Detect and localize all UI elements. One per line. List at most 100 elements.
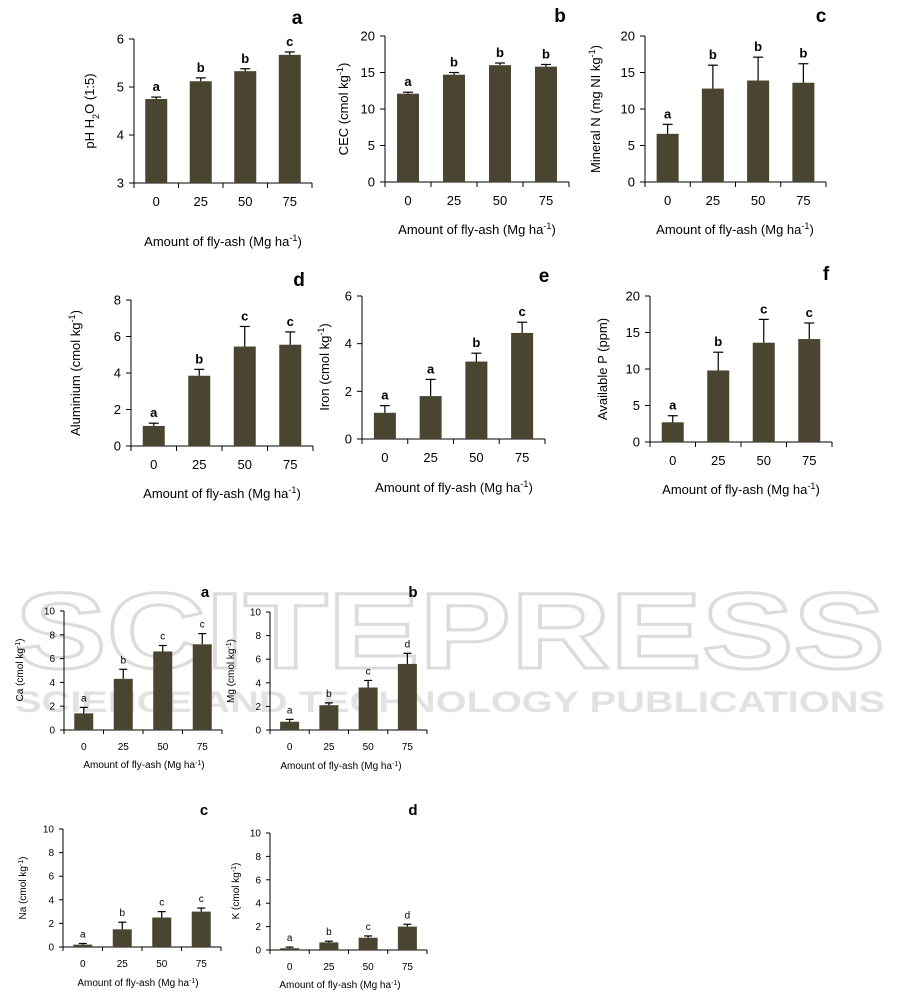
y-tick-label: 4 (255, 678, 261, 689)
y-tick-label: 15 (626, 325, 640, 340)
bar-50 (152, 917, 172, 947)
significance-letter: b (799, 46, 807, 61)
x-tick-label: 75 (402, 962, 414, 973)
significance-letter: b (326, 689, 332, 700)
y-tick-label: 10 (44, 607, 56, 618)
bar-0 (74, 713, 94, 730)
y-tick-label: 10 (250, 829, 262, 840)
y-tick-label: 2 (255, 922, 261, 933)
y-tick-label: 0 (368, 175, 375, 190)
y-tick-label: 10 (250, 608, 262, 619)
y-tick-label: 6 (345, 289, 352, 304)
x-tick-label: 25 (711, 453, 725, 468)
x-tick-label: 0 (153, 194, 160, 209)
x-tick-label: 25 (194, 194, 208, 209)
y-tick-label: 4 (48, 895, 54, 906)
bar-25 (319, 942, 339, 950)
x-tick-label: 75 (283, 457, 297, 472)
panel-letter: a (292, 8, 303, 29)
y-axis-title: CEC (cmol kg-1) (335, 63, 351, 156)
y-tick-label: 2 (48, 919, 54, 930)
y-axis-title: Ca (cmol kg-1) (15, 639, 27, 702)
bar-0 (661, 422, 684, 442)
panel-letter: d (293, 270, 305, 291)
y-tick-label: 0 (114, 439, 121, 454)
significance-letter: a (81, 693, 87, 704)
bar-25 (188, 375, 211, 446)
bar-50 (358, 937, 378, 950)
y-axis-title: Mineral N (mg NI kg-1) (587, 45, 603, 173)
significance-letter: a (150, 405, 158, 420)
significance-letter: b (119, 908, 125, 919)
y-tick-label: 6 (255, 875, 261, 886)
y-tick-label: 5 (633, 398, 640, 413)
significance-letter: a (287, 933, 293, 944)
bar-50 (358, 687, 378, 730)
x-axis-title: Amount of fly-ash (Mg ha-1) (279, 980, 400, 992)
significance-letter: d (405, 639, 411, 650)
y-tick-label: 6 (49, 654, 55, 665)
y-tick-label: 8 (49, 630, 55, 641)
x-tick-label: 50 (751, 193, 765, 208)
y-tick-label: 0 (255, 726, 261, 737)
y-tick-label: 4 (255, 899, 261, 910)
bar-75 (397, 663, 417, 730)
y-tick-label: 0 (48, 943, 54, 954)
x-tick-label: 25 (423, 450, 437, 465)
y-axis-title: Iron (cmol kg-1) (316, 323, 332, 411)
y-tick-label: 5 (628, 138, 635, 153)
panel-letter: c (816, 6, 827, 27)
x-tick-label: 0 (80, 959, 86, 970)
y-tick-label: 2 (49, 702, 55, 713)
bar-0 (397, 93, 419, 182)
bar-25 (707, 370, 730, 442)
significance-letter: a (427, 361, 435, 376)
chart-panel-8: 0 2 4 6 8 10 a 0 b 25 c 50 d 75 b Amount of fly-ash (Mg… (226, 584, 428, 772)
x-tick-label: 75 (796, 193, 810, 208)
significance-letter: b (120, 655, 126, 666)
x-tick-label: 50 (757, 453, 771, 468)
bar-50 (233, 346, 256, 446)
bar-75 (792, 82, 815, 182)
x-tick-label: 25 (192, 457, 206, 472)
bar-25 (319, 705, 339, 730)
y-tick-label: 8 (114, 293, 121, 308)
bar-75 (191, 911, 211, 947)
y-tick-label: 2 (114, 402, 121, 417)
significance-letter: c (366, 666, 371, 677)
y-tick-label: 6 (255, 655, 261, 666)
bar-25 (443, 74, 465, 182)
bar-50 (489, 65, 511, 182)
significance-letter: d (405, 910, 411, 921)
x-tick-label: 25 (118, 742, 130, 753)
y-tick-label: 4 (49, 678, 55, 689)
y-tick-label: 6 (117, 32, 124, 47)
significance-letter: b (450, 55, 458, 70)
x-axis-title: Amount of fly-ash (Mg ha-1) (144, 233, 302, 249)
y-tick-label: 8 (255, 631, 261, 642)
y-axis-title: pH H2O (1:5) (82, 73, 101, 148)
significance-letter: b (326, 927, 332, 938)
significance-letter: b (709, 47, 717, 62)
significance-letter: c (199, 894, 204, 905)
significance-letter: c (519, 304, 526, 319)
significance-letter: c (760, 301, 767, 316)
bar-0 (73, 944, 93, 947)
x-tick-label: 0 (81, 742, 87, 753)
bar-75 (192, 644, 212, 730)
y-tick-label: 6 (48, 872, 54, 883)
x-tick-label: 25 (323, 742, 335, 753)
y-axis-title: Available P (ppm) (595, 318, 610, 420)
x-tick-label: 50 (157, 742, 169, 753)
x-axis-title: Amount of fly-ash (Mg ha-1) (662, 481, 820, 497)
significance-letter: a (80, 929, 86, 940)
bar-0 (145, 99, 168, 183)
x-tick-label: 75 (283, 194, 297, 209)
y-tick-label: 4 (114, 366, 121, 381)
significance-letter: c (159, 898, 164, 909)
x-tick-label: 50 (238, 194, 252, 209)
y-tick-label: 10 (43, 825, 55, 836)
y-tick-label: 0 (633, 435, 640, 450)
x-tick-label: 50 (238, 457, 252, 472)
